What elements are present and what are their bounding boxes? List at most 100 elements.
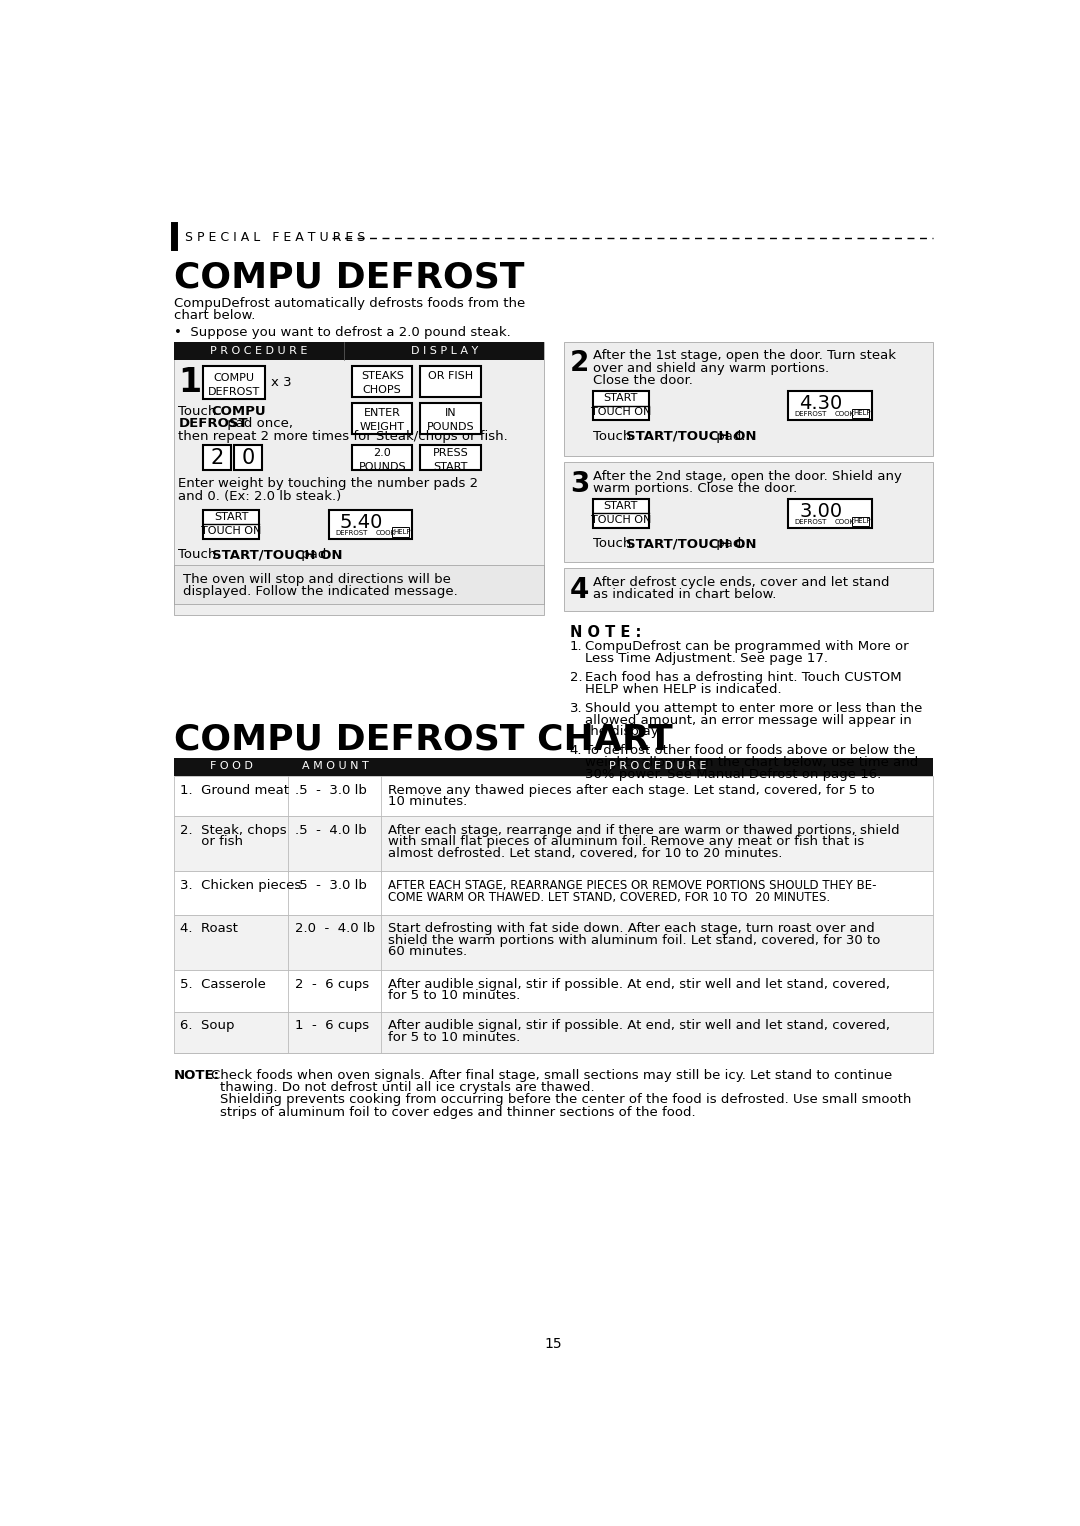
Text: The oven will stop and directions will be: The oven will stop and directions will b…: [183, 572, 451, 586]
Text: 2.0  -  4.0 lb: 2.0 - 4.0 lb: [295, 922, 375, 935]
Bar: [174, 871, 933, 914]
Text: Enter weight by touching the number pads 2: Enter weight by touching the number pads…: [178, 478, 478, 490]
Bar: [788, 391, 872, 420]
Bar: [174, 914, 933, 971]
Text: TOUCH ON: TOUCH ON: [201, 526, 261, 536]
Text: IN
POUNDS: IN POUNDS: [427, 407, 474, 432]
Text: Shielding prevents cooking from occurring before the center of the food is defro: Shielding prevents cooking from occurrin…: [220, 1093, 912, 1106]
Text: START/TOUCH ON: START/TOUCH ON: [626, 537, 757, 551]
Text: START/TOUCH ON: START/TOUCH ON: [626, 429, 757, 443]
Text: START: START: [214, 511, 248, 522]
Text: 2.  Steak, chops: 2. Steak, chops: [180, 824, 286, 836]
Bar: [593, 391, 649, 420]
Text: TOUCH ON: TOUCH ON: [591, 407, 651, 417]
Text: STEAKS
CHOPS: STEAKS CHOPS: [361, 371, 404, 395]
Bar: [174, 342, 544, 615]
Text: A M O U N T: A M O U N T: [301, 761, 368, 771]
Text: pad.: pad.: [712, 429, 745, 443]
Text: To defrost other food or foods above or below the: To defrost other food or foods above or …: [585, 745, 916, 757]
Text: and 0. (Ex: 2.0 lb steak.): and 0. (Ex: 2.0 lb steak.): [178, 490, 341, 502]
Text: After defrost cycle ends, cover and let stand: After defrost cycle ends, cover and let …: [593, 575, 890, 589]
Text: pad.: pad.: [297, 548, 330, 562]
Text: Close the door.: Close the door.: [593, 374, 693, 388]
Text: for 5 to 10 minutes.: for 5 to 10 minutes.: [388, 1032, 519, 1044]
Bar: [234, 446, 262, 470]
Bar: [174, 777, 933, 816]
Bar: [352, 403, 413, 433]
Text: for 5 to 10 minutes.: for 5 to 10 minutes.: [388, 989, 519, 1003]
Text: almost defrosted. Let stand, covered, for 10 to 20 minutes.: almost defrosted. Let stand, covered, fo…: [388, 847, 782, 859]
Text: START/TOUCH ON: START/TOUCH ON: [212, 548, 342, 562]
Bar: [392, 528, 409, 537]
Text: pad.: pad.: [712, 537, 745, 551]
Bar: [593, 499, 649, 528]
Text: N O T E :: N O T E :: [570, 626, 642, 639]
Text: TOUCH ON: TOUCH ON: [591, 514, 651, 525]
Text: with small flat pieces of aluminum foil. Remove any meat or fish that is: with small flat pieces of aluminum foil.…: [388, 835, 864, 848]
Bar: [174, 971, 933, 1012]
Text: pad once,: pad once,: [224, 417, 294, 430]
Bar: [203, 366, 266, 398]
Text: .5  -  3.0 lb: .5 - 3.0 lb: [295, 784, 366, 797]
Text: 4.  Roast: 4. Roast: [180, 922, 238, 935]
Text: ENTER
WEIGHT: ENTER WEIGHT: [360, 407, 405, 432]
Text: P R O C E D U R E: P R O C E D U R E: [609, 761, 706, 771]
Text: Start defrosting with fat side down. After each stage, turn roast over and: Start defrosting with fat side down. Aft…: [388, 922, 875, 935]
Bar: [420, 366, 481, 397]
Text: 0: 0: [242, 449, 255, 468]
Text: AFTER EACH STAGE, REARRANGE PIECES OR REMOVE PORTIONS SHOULD THEY BE-: AFTER EACH STAGE, REARRANGE PIECES OR RE…: [388, 879, 876, 893]
Text: HELP: HELP: [394, 530, 411, 534]
Text: 60 minutes.: 60 minutes.: [388, 946, 467, 958]
Text: Touch: Touch: [593, 429, 636, 443]
Text: OR FISH: OR FISH: [428, 371, 473, 382]
Text: Touch: Touch: [593, 537, 636, 551]
Text: strips of aluminum foil to cover edges and thinner sections of the food.: strips of aluminum foil to cover edges a…: [220, 1105, 696, 1119]
Bar: [564, 462, 933, 562]
Text: chart below.: chart below.: [174, 310, 255, 322]
Text: D I S P L A Y: D I S P L A Y: [410, 345, 477, 356]
Bar: [420, 446, 481, 470]
Text: 6.  Soup: 6. Soup: [180, 1019, 234, 1033]
Text: 5.40: 5.40: [339, 513, 383, 531]
Text: COOK: COOK: [375, 530, 395, 536]
Text: weights allowed on the chart below, use time and: weights allowed on the chart below, use …: [585, 755, 918, 769]
Text: the display.: the display.: [585, 725, 661, 739]
Text: 15: 15: [544, 1337, 563, 1351]
Text: 2  -  6 cups: 2 - 6 cups: [295, 978, 368, 990]
Text: DEFROST: DEFROST: [335, 530, 367, 536]
Text: 3.: 3.: [570, 702, 582, 716]
Text: HELP: HELP: [853, 410, 872, 417]
Bar: [788, 499, 872, 528]
Text: 1.: 1.: [570, 641, 582, 653]
Bar: [420, 403, 481, 433]
Bar: [352, 366, 413, 397]
Text: 10 minutes.: 10 minutes.: [388, 795, 467, 809]
Bar: [203, 446, 231, 470]
Text: Less Time Adjustment. See page 17.: Less Time Adjustment. See page 17.: [585, 652, 828, 665]
Text: 2: 2: [570, 349, 590, 377]
Text: •  Suppose you want to defrost a 2.0 pound steak.: • Suppose you want to defrost a 2.0 poun…: [174, 325, 511, 339]
Text: COME WARM OR THAWED. LET STAND, COVERED, FOR 10 TO  20 MINUTES.: COME WARM OR THAWED. LET STAND, COVERED,…: [388, 891, 829, 903]
Text: After the 2nd stage, open the door. Shield any: After the 2nd stage, open the door. Shie…: [593, 470, 902, 482]
Text: PRESS
START: PRESS START: [433, 449, 469, 472]
Text: COMPU: COMPU: [212, 404, 267, 418]
Text: 4: 4: [570, 575, 590, 604]
Text: .5  -  4.0 lb: .5 - 4.0 lb: [295, 824, 366, 836]
Text: After audible signal, stir if possible. At end, stir well and let stand, covered: After audible signal, stir if possible. …: [388, 1019, 890, 1033]
Text: 4.: 4.: [570, 745, 582, 757]
Text: Each food has a defrosting hint. Touch CUSTOM: Each food has a defrosting hint. Touch C…: [585, 671, 902, 684]
Bar: [852, 516, 869, 526]
Bar: [352, 446, 413, 470]
Text: as indicated in chart below.: as indicated in chart below.: [593, 588, 777, 601]
Text: warm portions. Close the door.: warm portions. Close the door.: [593, 482, 797, 494]
Text: After each stage, rearrange and if there are warm or thawed portions, shield: After each stage, rearrange and if there…: [388, 824, 900, 836]
Text: COOK: COOK: [835, 410, 855, 417]
Text: CompuDefrost can be programmed with More or: CompuDefrost can be programmed with More…: [585, 641, 909, 653]
Bar: [174, 757, 933, 777]
Text: CompuDefrost automatically defrosts foods from the: CompuDefrost automatically defrosts food…: [174, 298, 525, 310]
Text: thawing. Do not defrost until all ice crystals are thawed.: thawing. Do not defrost until all ice cr…: [220, 1080, 595, 1094]
Text: Should you attempt to enter more or less than the: Should you attempt to enter more or less…: [585, 702, 922, 716]
Text: HELP when HELP is indicated.: HELP when HELP is indicated.: [585, 682, 782, 696]
Text: F O O D: F O O D: [210, 761, 253, 771]
Text: 1.  Ground meat: 1. Ground meat: [180, 784, 289, 797]
